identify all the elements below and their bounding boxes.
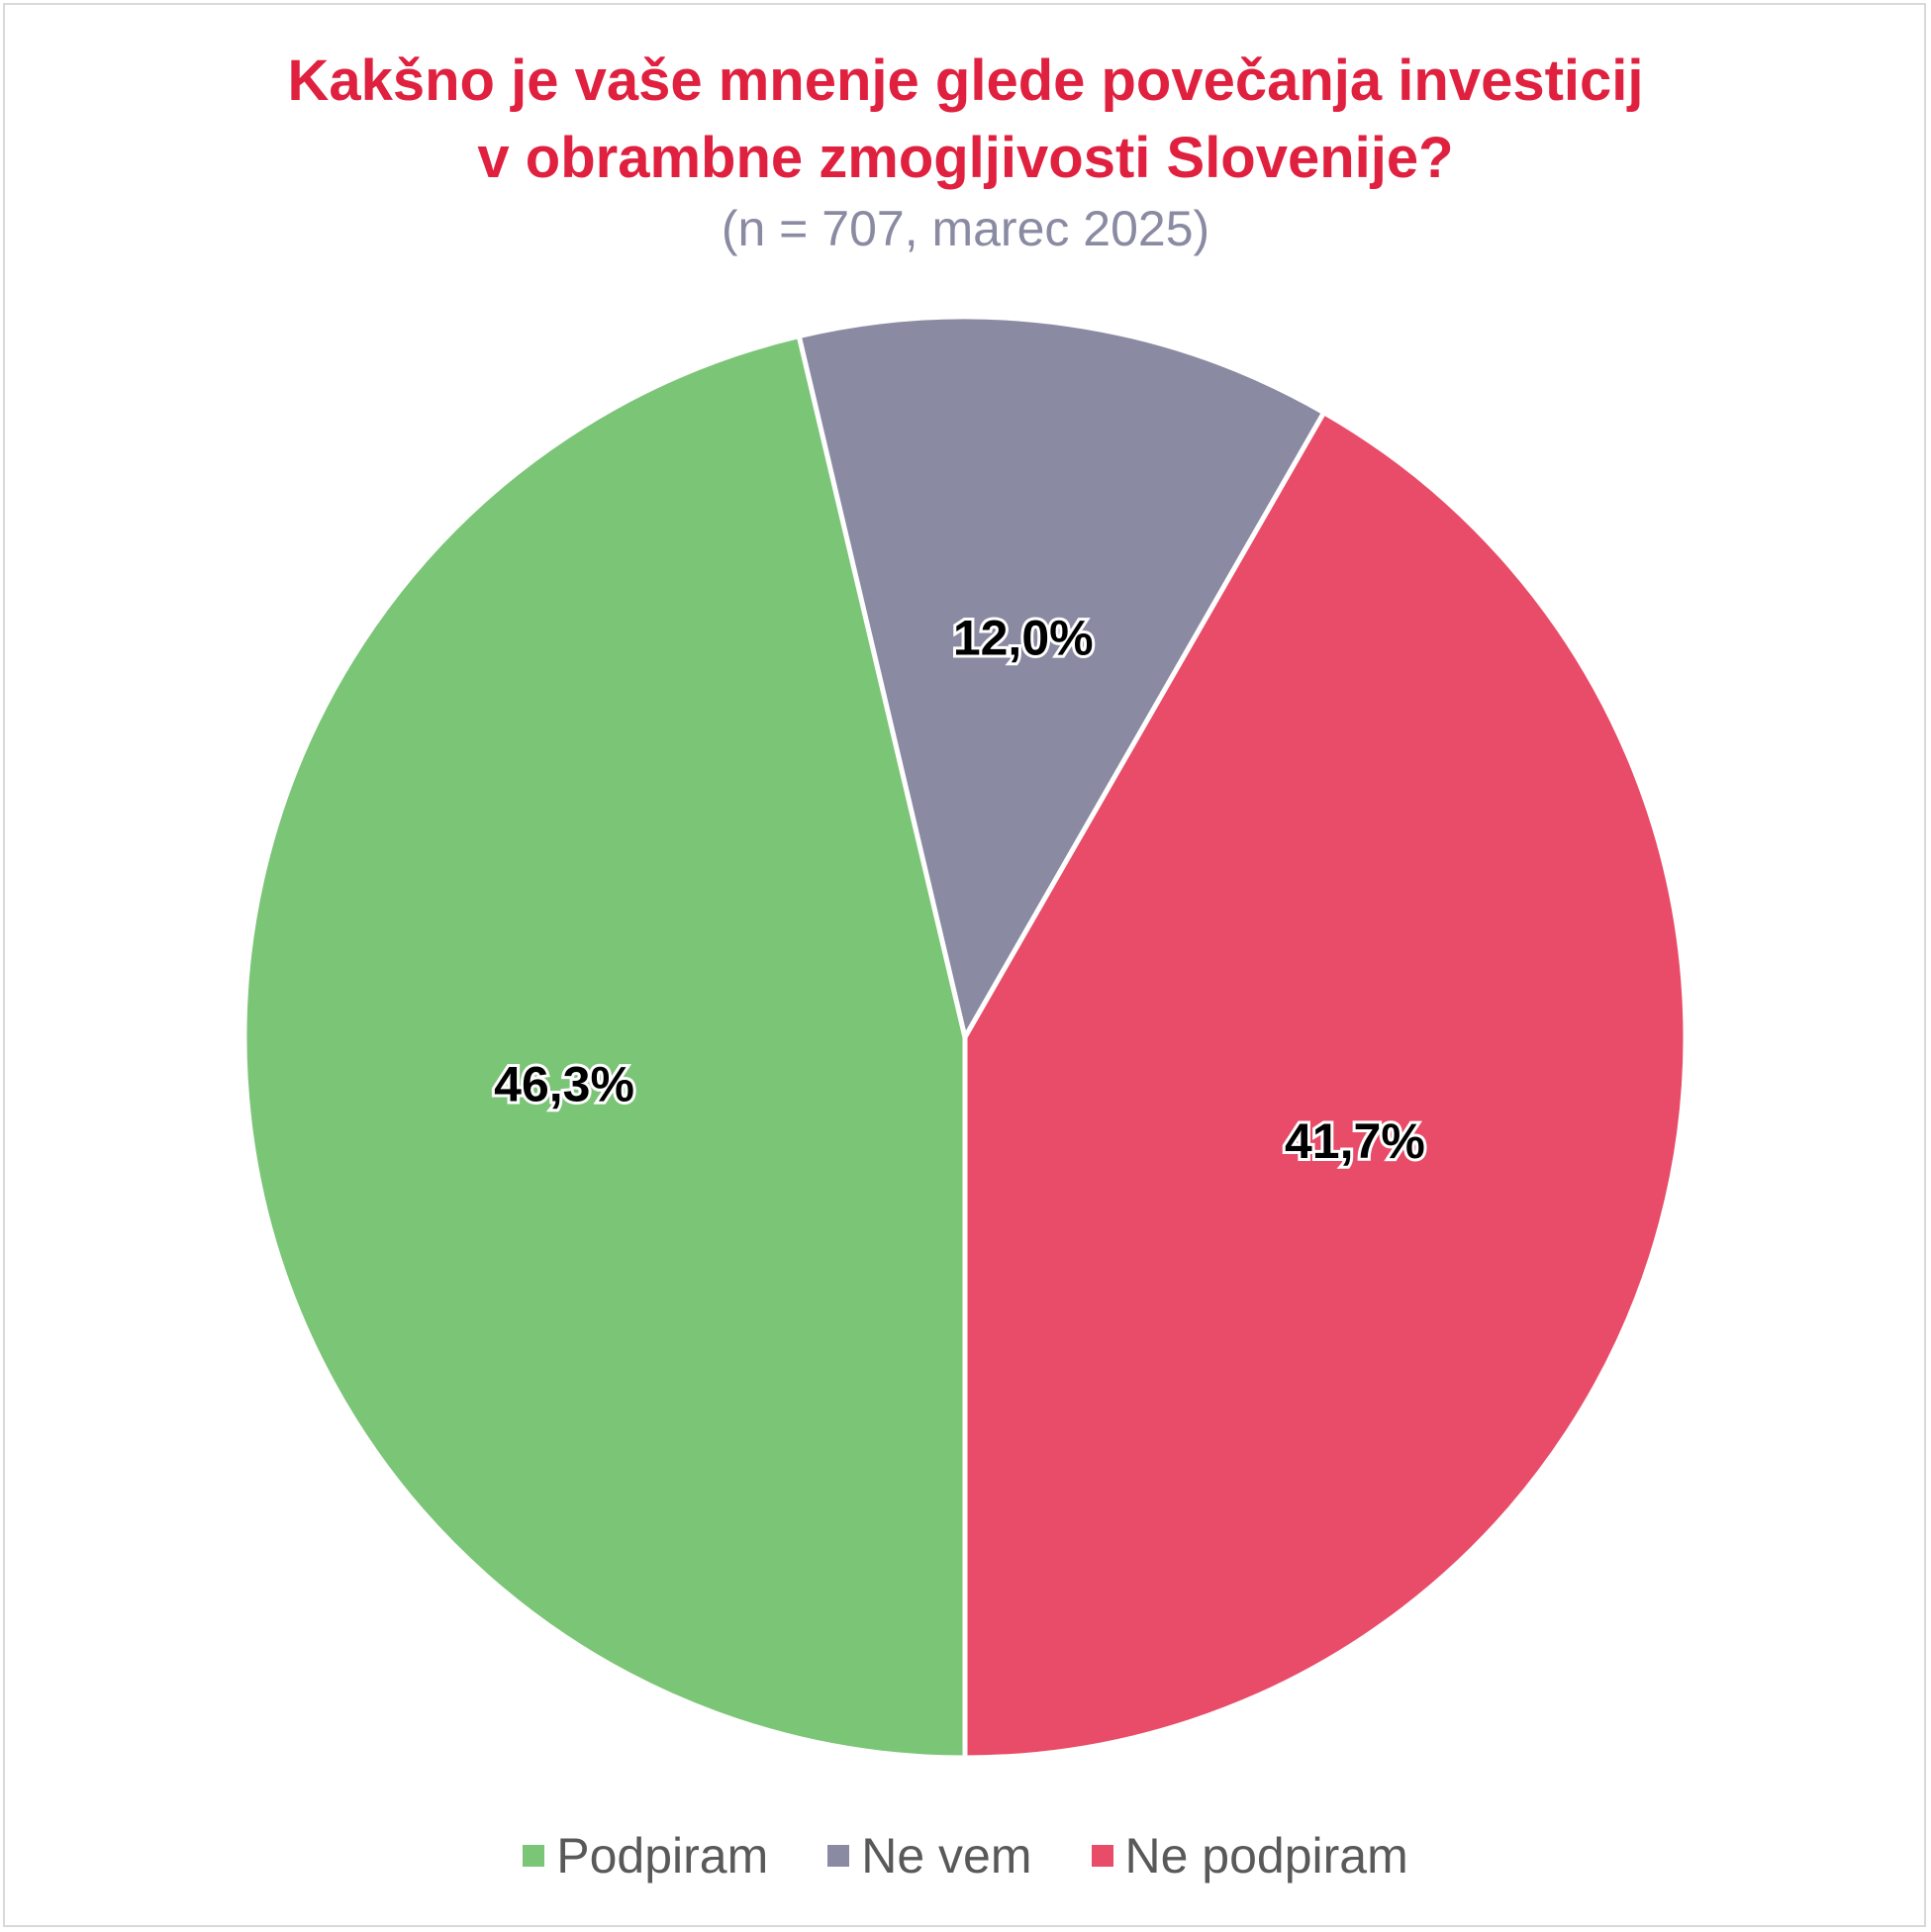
legend-swatch-ne-vem: [827, 1845, 850, 1867]
chart-subtitle: (n = 707, marec 2025): [721, 201, 1210, 256]
legend-swatch-ne-podpiram: [1091, 1845, 1113, 1867]
legend-label-ne-vem: Ne vem: [861, 1828, 1032, 1884]
chart-title-line-2: v obrambne zmogljivosti Slovenije?: [477, 126, 1454, 190]
legend-item-ne-podpiram: Ne podpiram: [1091, 1827, 1408, 1884]
legend-label-podpiram: Podpiram: [556, 1828, 769, 1884]
chart-title-line-1: Kakšno je vaše mnenje glede povečanja in…: [287, 48, 1644, 113]
data-label-ne-vem: 12,0%: [953, 611, 1094, 666]
pie-slice-ne-vem: [796, 314, 1327, 1040]
legend-item-ne-vem: Ne vem: [827, 1827, 1032, 1884]
legend-item-podpiram: Podpiram: [523, 1827, 768, 1884]
legend-label-ne-podpiram: Ne podpiram: [1124, 1828, 1408, 1884]
pie-slice-ne-podpiram: [962, 410, 1689, 1761]
data-label-ne-podpiram: 41,7%: [1285, 1113, 1425, 1169]
data-label-podpiram: 46,3%: [494, 1056, 634, 1111]
legend-swatch-podpiram: [523, 1845, 545, 1867]
chart-legend: Podpiram Ne vem Ne podpiram: [0, 1821, 1931, 1890]
pie-slice-podpiram: [241, 334, 968, 1761]
